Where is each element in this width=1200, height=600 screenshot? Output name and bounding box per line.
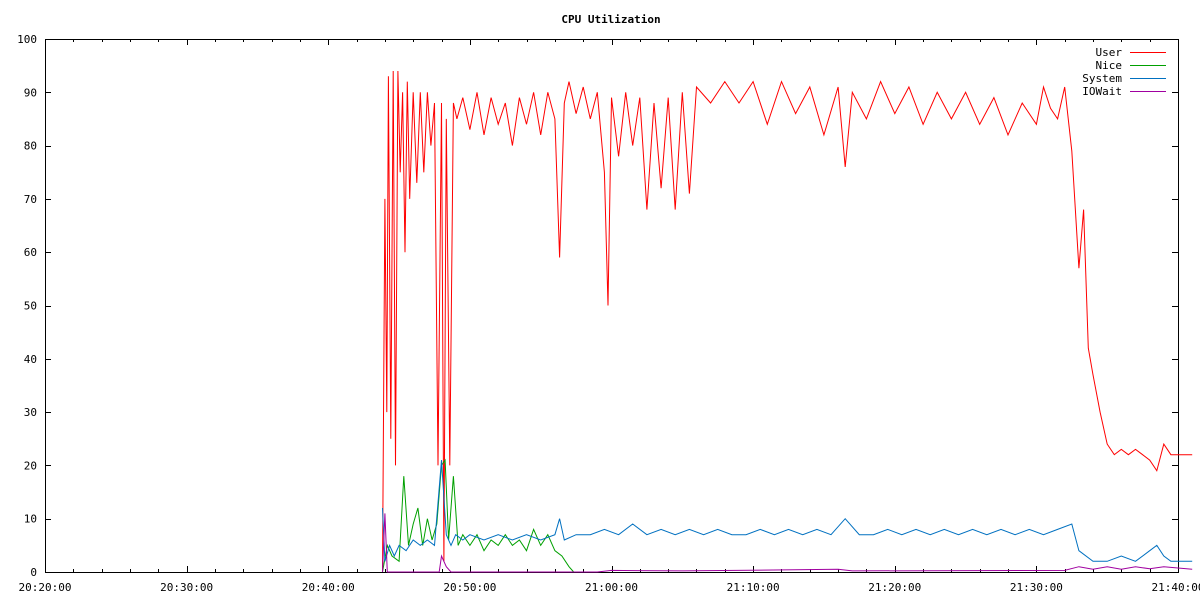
x-tick-label: 21:40:00 [1152,581,1200,594]
series-line-nice [382,458,575,573]
y-tick-label: 70 [24,193,37,206]
x-tick-label: 21:30:00 [1010,581,1063,594]
x-tick-label: 20:50:00 [443,581,496,594]
series-line-user [382,70,1193,573]
legend-label-system: System [1082,72,1122,85]
y-tick-label: 100 [17,33,37,46]
y-tick-label: 40 [24,353,37,366]
series-lines [382,70,1193,573]
y-tick-label: 30 [24,406,37,419]
y-tick-label: 60 [24,246,37,259]
x-tick-label: 20:20:00 [19,581,72,594]
y-tick-label: 90 [24,86,37,99]
legend-label-iowait: IOWait [1082,85,1122,98]
y-tick-label: 10 [24,513,37,526]
series-line-system [382,460,1193,562]
x-tick-label: 21:00:00 [585,581,638,594]
legend-label-user: User [1096,46,1123,59]
chart-title: CPU Utilization [561,13,660,26]
x-tick-label: 20:30:00 [160,581,213,594]
y-tick-label: 80 [24,140,37,153]
x-axis: 20:20:00 20:30:00 20:40:00 20:50:00 21:00:00… [19,39,1200,594]
x-tick-label: 21:10:00 [727,581,780,594]
x-tick-label: 21:20:00 [868,581,921,594]
y-tick-label: 0 [30,566,37,579]
y-tick-label: 50 [24,300,37,313]
y-tick-label: 20 [24,459,37,472]
x-tick-label: 20:40:00 [302,581,355,594]
legend-label-nice: Nice [1096,59,1123,72]
y-axis: 0 10 20 30 40 50 60 70 80 90 100 [17,33,1178,579]
plot-frame [45,39,1179,573]
series-line-iowait [382,513,1193,573]
